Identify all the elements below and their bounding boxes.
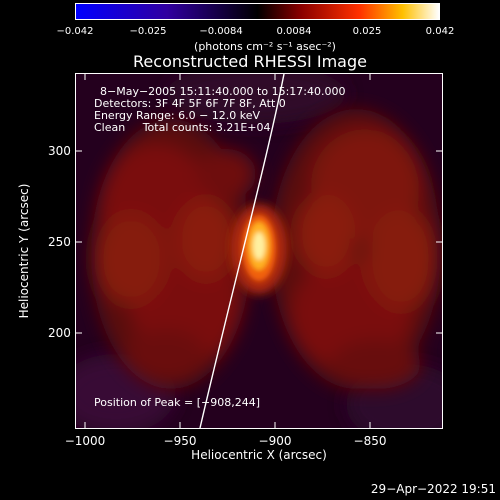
x-tick-label: −850: [353, 434, 387, 448]
colorbar-tick: 0.025: [352, 26, 382, 37]
colorbar-tick: −0.025: [129, 26, 167, 37]
clean-counts-label: Clean Total counts: 3.21E+04: [94, 121, 271, 134]
colorbar-tick: −0.042: [56, 26, 94, 37]
x-tick-label: −1000: [64, 434, 106, 448]
energy-range-label: Energy Range: 6.0 − 12.0 keV: [94, 109, 261, 122]
colorbar-tick: −0.0084: [199, 26, 243, 37]
colorbar-tick: 0.042: [425, 26, 455, 37]
y-axis-label: Heliocentric Y (arcsec): [17, 183, 31, 319]
y-tick-label: 200: [48, 326, 71, 340]
peak-position-label: Position of Peak = [−908,244]: [94, 396, 261, 409]
rhessi-image: [76, 74, 442, 428]
plot-area: [75, 73, 443, 429]
time-range-label: 8−May−2005 15:11:40.000 to 15:17:40.000: [100, 85, 346, 98]
y-tick-label: 300: [48, 144, 71, 158]
y-tick-label: 250: [48, 235, 71, 249]
x-tick-label: −900: [258, 434, 292, 448]
detectors-label: Detectors: 3F 4F 5F 6F 7F 8F, Att 0: [94, 97, 286, 110]
render-timestamp: 29−Apr−2022 19:51: [370, 482, 496, 496]
x-tick-label: −950: [163, 434, 197, 448]
solar-limb-line: [199, 74, 285, 428]
colorbar-tick: 0.0084: [276, 26, 312, 37]
x-axis-label: Heliocentric X (arcsec): [191, 448, 327, 462]
colorbar: [75, 3, 440, 20]
plot-title: Reconstructed RHESSI Image: [133, 52, 367, 71]
colorbar-units: (photons cm⁻² s⁻¹ asec⁻²): [194, 40, 336, 53]
